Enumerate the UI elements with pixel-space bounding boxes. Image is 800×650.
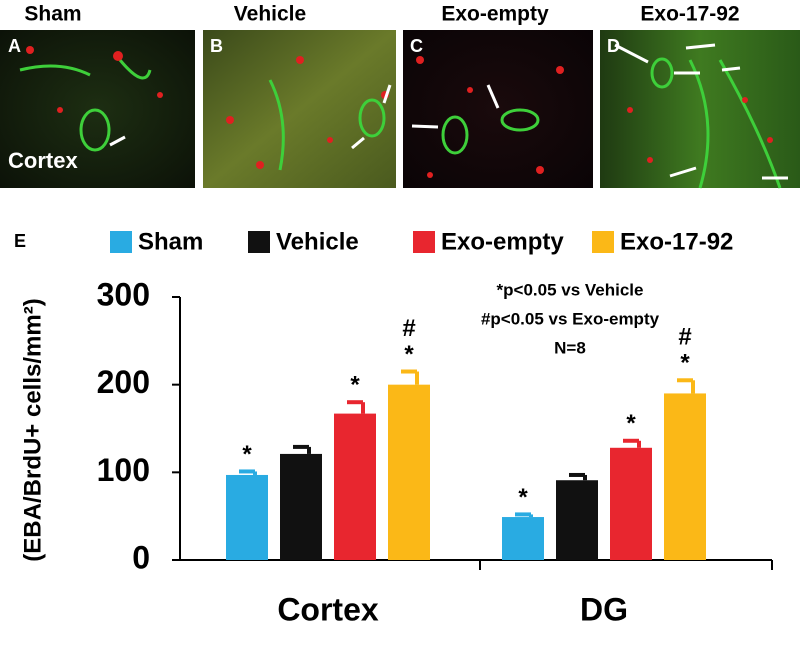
- x-tick-label: Cortex: [277, 591, 379, 627]
- bar: [226, 474, 268, 560]
- panel-letter: A: [8, 36, 21, 56]
- significance-marker: *: [626, 410, 636, 437]
- panel-letter: C: [410, 36, 423, 56]
- legend-label: Exo-empty: [441, 228, 564, 255]
- significance-marker: *: [404, 341, 414, 368]
- panel-letter: B: [210, 36, 223, 56]
- legend-swatch: [248, 231, 270, 253]
- micrograph: [203, 30, 396, 188]
- bar: [334, 413, 376, 560]
- legend-swatch: [592, 231, 614, 253]
- arrows: [109, 43, 788, 180]
- significance-marker: *: [350, 372, 360, 399]
- image-panels: Sham Vehicle Exo-empty Exo-17-92 A B C D…: [0, 3, 800, 189]
- significance-marker: #: [402, 315, 415, 342]
- significance-marker: #: [678, 324, 691, 351]
- legend-swatch: [110, 231, 132, 253]
- bar: [610, 447, 652, 560]
- significance-marker: *: [518, 484, 528, 511]
- bar: [664, 393, 706, 560]
- panel-title: Exo-17-92: [640, 3, 739, 26]
- y-tick-label: 100: [97, 452, 150, 488]
- x-tick-label: DG: [580, 591, 628, 627]
- y-tick-label: 300: [97, 276, 150, 312]
- micrograph: [403, 30, 593, 188]
- y-axis-label: (EBA/BrdU+ cells/mm²): [19, 298, 46, 561]
- vessels: [19, 57, 782, 189]
- legend-label: Vehicle: [276, 228, 359, 255]
- annotation: *p<0.05 vs Vehicle: [497, 280, 644, 299]
- panel-letter: D: [607, 36, 620, 56]
- bar: [502, 517, 544, 560]
- significance-marker: *: [680, 350, 690, 377]
- panel-title: Sham: [24, 3, 81, 26]
- panel-letter: E: [14, 231, 26, 251]
- legend-swatch: [413, 231, 435, 253]
- legend-label: Sham: [138, 228, 203, 255]
- panel-title: Exo-empty: [441, 3, 549, 26]
- legend-label: Exo-17-92: [620, 228, 733, 255]
- cells: [26, 46, 773, 178]
- y-tick-label: 200: [97, 364, 150, 400]
- bar: [388, 384, 430, 560]
- bar: [556, 480, 598, 560]
- annotation: #p<0.05 vs Exo-empty: [481, 309, 660, 328]
- region-label: Cortex: [8, 148, 78, 173]
- annotation: N=8: [554, 338, 586, 357]
- micrograph: [600, 30, 800, 188]
- bar: [280, 453, 322, 560]
- significance-marker: *: [242, 441, 252, 468]
- panel-title: Vehicle: [234, 3, 306, 26]
- y-tick-label: 0: [132, 539, 150, 575]
